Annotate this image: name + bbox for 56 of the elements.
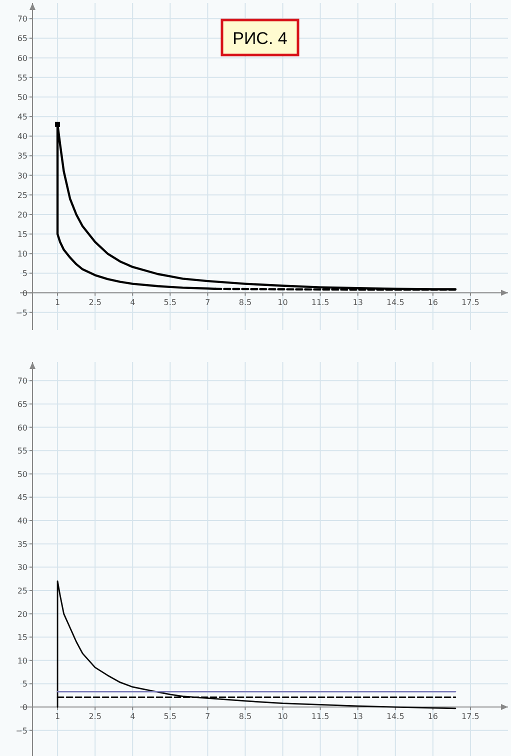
- y-tick-label: 5: [22, 269, 28, 278]
- x-tick-label: 5.5: [164, 298, 177, 307]
- y-tick-label: 70: [17, 14, 28, 24]
- x-tick-label: 5.5: [164, 712, 177, 722]
- y-tick-label: 30: [17, 563, 28, 572]
- y-tick-label: 50: [17, 92, 28, 102]
- y-tick-label: −5: [16, 726, 28, 736]
- y-tick-label: 45: [17, 112, 28, 122]
- y-tick-label: 70: [17, 376, 28, 386]
- x-tick-label: 17.5: [462, 712, 480, 722]
- y-tick-label: 10: [17, 656, 28, 666]
- y-tick-label: 20: [17, 210, 28, 220]
- text: РИС. 4: [232, 29, 288, 48]
- y-tick-label: −5: [16, 308, 28, 318]
- y-tick-label: 65: [17, 400, 28, 409]
- y-tick-label: 50: [17, 470, 28, 479]
- y-tick-label: 25: [17, 190, 28, 200]
- x-tick-label: 1: [54, 712, 60, 722]
- y-tick-label: 35: [17, 152, 28, 161]
- y-tick-label: 15: [17, 230, 28, 240]
- y-tick-label: 60: [17, 423, 28, 432]
- x-tick-label: 8.5: [238, 298, 252, 307]
- y-tick-label: 55: [17, 446, 28, 456]
- y-tick-label: 10: [17, 250, 28, 259]
- x-tick-label: 14.5: [386, 298, 404, 307]
- y-tick-label: 35: [17, 540, 28, 549]
- x-tick-label: 13: [352, 712, 363, 722]
- x-tick-label: 14.5: [386, 712, 404, 722]
- x-tick-label: 4: [130, 298, 136, 307]
- x-tick-label: 16: [428, 298, 438, 307]
- x-tick-label: 13: [352, 298, 363, 307]
- y-tick-label: 15: [17, 633, 28, 642]
- x-tick-label: 11.5: [311, 712, 330, 722]
- y-tick-label: 40: [17, 132, 28, 142]
- x-tick-label: 4: [130, 712, 136, 722]
- y-tick-label: 20: [17, 610, 28, 619]
- line-series: [56, 580, 456, 710]
- y-tick-label: 30: [17, 171, 28, 180]
- x-tick-label: 1: [54, 298, 60, 307]
- x-tick-label: 2.5: [88, 712, 102, 722]
- y-tick-label: 45: [17, 493, 28, 502]
- x-tick-label: 17.5: [462, 298, 480, 307]
- x-tick-label: 2.5: [88, 298, 102, 307]
- x-tick-label: 7: [205, 712, 210, 722]
- x-tick-label: 11.5: [311, 298, 330, 307]
- y-tick-label: 40: [17, 516, 28, 526]
- x-tick-label: 10: [278, 712, 288, 722]
- y-tick-label: 55: [17, 73, 28, 82]
- y-tick-label: 60: [17, 54, 28, 63]
- y-tick-label: 65: [17, 34, 28, 44]
- x-tick-label: 16: [428, 712, 438, 722]
- y-tick-label: 25: [17, 586, 28, 596]
- x-tick-label: 8.5: [238, 712, 252, 722]
- x-tick-label: 10: [278, 298, 288, 307]
- x-tick-label: 7: [205, 298, 210, 307]
- y-tick-label: 5: [22, 680, 28, 689]
